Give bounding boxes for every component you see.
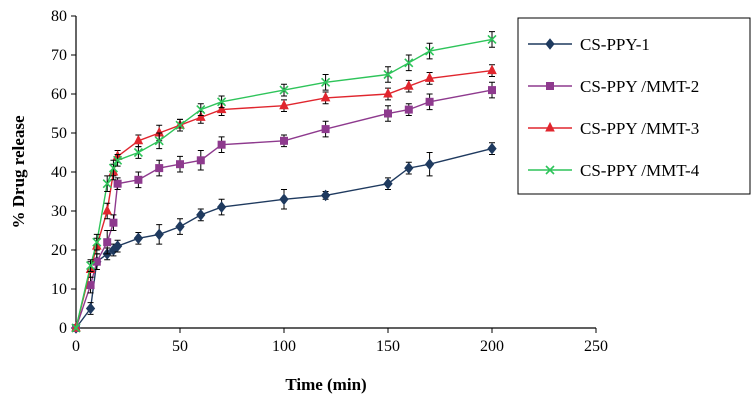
data-point (217, 97, 227, 107)
data-point (321, 77, 331, 87)
data-point (320, 91, 331, 102)
data-point (176, 160, 184, 169)
data-point (196, 209, 206, 221)
legend: CS-PPY-1 CS-PPY /MMT-2 CS-PPY /MMT-3 CS-PPY… (517, 17, 751, 195)
x-axis-title: Time (min) (285, 375, 366, 394)
x-tick-label: 50 (172, 338, 188, 355)
legend-item: CS-PPY /MMT-4 (528, 161, 700, 180)
series-layer (71, 31, 497, 334)
data-point (425, 97, 434, 106)
data-point (487, 64, 497, 75)
data-point (155, 164, 164, 173)
legend-item: CS-PPY /MMT-2 (528, 77, 699, 96)
data-point (196, 156, 205, 165)
y-tick-label: 20 (51, 242, 67, 259)
data-point (279, 193, 289, 206)
data-point (113, 155, 123, 165)
data-point (404, 162, 414, 174)
legend-box (517, 17, 751, 195)
data-point (133, 232, 144, 245)
data-point (71, 323, 81, 333)
legend-marker (545, 165, 555, 175)
data-point (92, 257, 101, 266)
data-point (109, 218, 118, 227)
x-tick-label: 0 (72, 338, 80, 355)
data-point (321, 125, 330, 134)
data-point (383, 69, 393, 80)
data-point (279, 99, 289, 110)
data-point (86, 281, 95, 290)
data-point (92, 237, 102, 247)
data-point (175, 120, 185, 130)
legend-marker (546, 82, 554, 90)
data-point (133, 147, 143, 158)
data-point (134, 175, 143, 184)
y-tick-label: 60 (51, 86, 67, 103)
x-tick-label: 200 (480, 338, 504, 355)
legend-label: CS-PPY /MMT-4 (580, 161, 700, 180)
y-tick-label: 50 (51, 125, 67, 142)
data-point (279, 85, 289, 95)
x-tick-label: 250 (584, 338, 608, 355)
data-point (217, 140, 226, 149)
data-point (85, 302, 96, 315)
data-point (216, 201, 227, 213)
data-point (175, 220, 185, 233)
data-point (487, 34, 497, 44)
legend-marker (545, 121, 555, 132)
data-point (383, 177, 393, 190)
y-tick-label: 10 (51, 281, 67, 298)
legend-marker (545, 38, 555, 50)
series-1 (71, 142, 497, 334)
legend-label: CS-PPY /MMT-2 (580, 77, 699, 96)
legend-item: CS-PPY /MMT-3 (528, 119, 699, 138)
data-point (424, 158, 435, 171)
data-point (424, 72, 435, 82)
data-point (85, 261, 96, 271)
y-ticks: 0 10 20 30 40 50 60 70 80 (51, 8, 76, 337)
series-2 (72, 81, 496, 332)
data-point (488, 86, 496, 95)
data-point (425, 46, 435, 56)
data-point (103, 238, 112, 247)
y-axis-title: % Drug release (9, 115, 28, 228)
data-point (384, 109, 392, 118)
data-point (112, 240, 123, 252)
data-point (108, 163, 119, 173)
data-point (320, 189, 331, 202)
data-point (404, 58, 414, 68)
data-point (113, 179, 122, 188)
data-point (154, 136, 164, 146)
legend-item: CS-PPY-1 (528, 35, 650, 54)
data-point (154, 228, 164, 241)
series-4 (71, 31, 497, 333)
data-point (195, 111, 206, 121)
data-point (102, 179, 112, 189)
legend-label: CS-PPY /MMT-3 (580, 119, 699, 138)
y-tick-label: 40 (51, 164, 67, 181)
data-point (133, 134, 144, 145)
y-tick-label: 80 (51, 8, 67, 25)
y-tick-label: 0 (59, 320, 67, 337)
x-tick-label: 100 (272, 338, 296, 355)
data-point (383, 87, 393, 98)
data-point (403, 80, 414, 90)
y-tick-label: 30 (51, 203, 67, 220)
y-tick-label: 70 (51, 47, 67, 64)
x-tick-label: 150 (376, 338, 400, 355)
data-point (102, 204, 113, 215)
data-point (196, 105, 206, 115)
x-ticks: 0 50 100 150 200 250 (72, 328, 608, 355)
data-point (216, 103, 227, 114)
data-point (280, 136, 288, 145)
data-point (404, 105, 413, 114)
data-point (487, 142, 497, 155)
legend-label: CS-PPY-1 (580, 35, 650, 54)
